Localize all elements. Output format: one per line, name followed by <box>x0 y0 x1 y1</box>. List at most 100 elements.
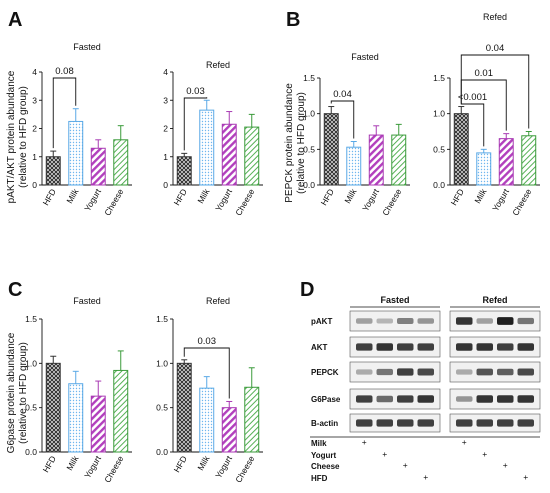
p-value-label: 0.04 <box>486 43 505 54</box>
x-tick-label: HFD <box>172 187 189 207</box>
blot-band <box>376 318 393 324</box>
blot-band <box>397 419 414 427</box>
blot-membrane <box>449 413 541 433</box>
x-tick-label: Milk <box>64 453 81 472</box>
x-tick-label: Cheese <box>233 454 256 485</box>
bar-hfd <box>45 362 61 453</box>
y-tick-label: 1.5 <box>433 73 445 83</box>
bar-milk <box>68 120 84 186</box>
ylabel-c-line1: G6pase protein abundance <box>6 332 17 453</box>
y-tick-label: 0.5 <box>303 144 315 154</box>
blot-band <box>497 395 514 403</box>
ylabel-c-line2: (relative to HFD group) <box>18 342 29 444</box>
blot-band <box>376 419 393 427</box>
blot-band <box>356 343 373 351</box>
significance-bracket <box>183 97 208 151</box>
blot-band <box>476 419 493 427</box>
blot-band <box>417 419 434 427</box>
bar-yogurt <box>498 138 514 186</box>
bar-yogurt <box>221 123 237 186</box>
panel-label-a: A <box>8 9 22 31</box>
x-tick-label: HFD <box>319 187 336 207</box>
x-tick-label: Milk <box>195 186 212 205</box>
bar-yogurt <box>368 134 384 186</box>
y-tick-label: 2 <box>32 124 37 134</box>
bar-cheese <box>113 369 129 453</box>
blot-membrane <box>349 336 441 358</box>
blot-plus-mark: + <box>423 472 428 482</box>
x-tick-label: HFD <box>41 187 58 207</box>
blot-band <box>517 343 534 351</box>
p-value-label: 0.08 <box>55 66 74 77</box>
bar-milk <box>346 146 362 186</box>
chart-title: Fasted <box>73 296 101 306</box>
blot-plus-mark: + <box>403 460 408 470</box>
bar-milk <box>199 109 215 186</box>
y-tick-label: 0 <box>32 180 37 190</box>
blot-plus-mark: + <box>382 449 387 459</box>
blot-band <box>476 343 493 351</box>
blot-band <box>497 343 514 351</box>
blot-membrane <box>449 310 541 332</box>
blot-condition-label: Milk <box>311 439 327 448</box>
x-tick-label: Cheese <box>233 187 256 218</box>
y-tick-label: 1.5 <box>25 314 37 324</box>
blot-band <box>356 318 373 324</box>
bar-milk <box>476 152 492 186</box>
blot-band <box>456 419 473 427</box>
y-tick-label: 0.0 <box>303 180 315 190</box>
x-tick-label: Yogurt <box>213 186 234 213</box>
blot-plus-mark: + <box>503 460 508 470</box>
x-tick-label: Yogurt <box>82 453 103 480</box>
y-tick-label: 1.0 <box>25 358 37 368</box>
bar-hfd <box>453 113 469 186</box>
blot-plus-mark: + <box>482 449 487 459</box>
blot-band <box>476 318 493 324</box>
x-tick-label: Milk <box>472 186 489 205</box>
blot-band <box>497 317 514 325</box>
blot-band <box>497 419 514 427</box>
ylabel-b-line2: (relative to HFD group) <box>296 92 307 194</box>
y-tick-label: 0 <box>163 180 168 190</box>
x-tick-label: HFD <box>41 454 58 474</box>
p-value-label: 0.01 <box>475 68 494 79</box>
blot-band <box>417 368 434 376</box>
blot-row-label: B-actin <box>311 419 338 428</box>
blot-band <box>476 395 493 403</box>
y-tick-label: 4 <box>32 67 37 77</box>
blot-band <box>397 368 414 376</box>
chart-panel-3: Fasted 0.0 0.5 1.0 1.5 HFD Milk Yogurt Cheese 0.0… <box>303 52 410 217</box>
y-tick-label: 1.0 <box>433 109 445 119</box>
bar-hfd <box>45 156 61 186</box>
blot-membrane <box>449 388 541 410</box>
bar-cheese <box>391 134 407 186</box>
chart-panel-5: Fasted 0.0 0.5 1.0 1.5 HFD Milk Yogurt Cheese <box>25 296 132 484</box>
bar-hfd <box>176 362 192 453</box>
x-tick-label: Yogurt <box>360 186 381 213</box>
blot-condition-label: Cheese <box>311 462 340 471</box>
western-blot: Fasted Refed pAKT AKT PEPCK G6Pase B-actin Mi… <box>310 295 541 483</box>
p-value-label: <0.001 <box>458 92 487 103</box>
bar-cheese <box>521 135 537 186</box>
blot-row-label: AKT <box>311 343 328 352</box>
blot-band <box>417 318 434 324</box>
blot-band <box>376 395 393 403</box>
bar-milk <box>199 387 215 453</box>
y-tick-label: 0.5 <box>156 403 168 413</box>
chart-title: Fasted <box>73 42 101 52</box>
significance-bracket <box>460 54 530 129</box>
blot-band <box>517 317 534 325</box>
blot-band <box>497 368 514 376</box>
blot-membrane <box>349 361 441 383</box>
y-tick-label: 0.5 <box>433 144 445 154</box>
panel-label-c: C <box>8 279 22 301</box>
blot-plus-mark: + <box>523 472 528 482</box>
bar-hfd <box>323 113 339 186</box>
chart-panel-6: Refed 0.0 0.5 1.0 1.5 HFD Milk Yogurt Cheese 0.03 <box>156 296 263 484</box>
x-tick-label: HFD <box>172 454 189 474</box>
x-tick-label: Cheese <box>102 454 125 485</box>
blot-band <box>517 395 534 403</box>
blot-band <box>397 395 414 403</box>
x-tick-label: Cheese <box>510 187 533 218</box>
blot-band <box>456 369 473 375</box>
